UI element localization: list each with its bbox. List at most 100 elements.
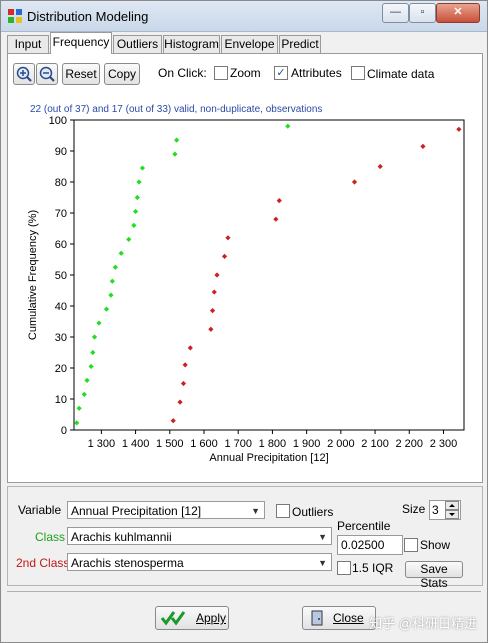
watermark-text: 知乎 @科研日精进 [369, 616, 477, 631]
show-checkbox[interactable] [404, 538, 418, 552]
percentile-value: 0.02500 [341, 538, 385, 552]
class-label: Class [35, 530, 66, 544]
climate-data-label: Climate data [367, 67, 435, 81]
y-tick-label: 40 [55, 301, 67, 313]
data-point-series-1 [134, 194, 140, 201]
size-stepper[interactable]: 3 [429, 500, 461, 520]
copy-button[interactable]: Copy [104, 63, 140, 85]
size-label: Size [402, 502, 426, 516]
data-point-series-2 [225, 235, 231, 241]
data-point-series-1 [112, 264, 118, 270]
plot-area [73, 119, 465, 431]
y-tick-label: 60 [55, 239, 67, 251]
double-check-icon [161, 611, 186, 626]
chevron-down-icon: ▼ [251, 506, 260, 516]
data-point-series-1 [109, 278, 115, 284]
tab-histogram[interactable]: Histogram [163, 35, 220, 53]
close-button[interactable]: Close [302, 606, 376, 630]
iqr-checkbox[interactable] [337, 561, 351, 575]
window-title: Distribution Modeling [27, 9, 149, 24]
iqr-label: 1.5 IQR [352, 561, 394, 575]
tab-envelope[interactable]: Envelope [221, 35, 278, 53]
data-point-series-2 [273, 216, 279, 222]
data-point-series-1 [285, 123, 291, 129]
variable-value: Annual Precipitation [12] [71, 504, 202, 518]
data-point-series-1 [136, 179, 142, 185]
variable-label: Variable [18, 503, 62, 517]
tab-input[interactable]: Input [7, 35, 49, 53]
x-tick-label: 1 700 [224, 438, 252, 450]
class-value: Arachis kuhlmannii [71, 530, 172, 544]
zoom-out-button[interactable] [36, 63, 58, 85]
reset-button[interactable]: Reset [62, 63, 100, 85]
y-tick-label: 80 [55, 177, 67, 189]
spin-arrows-icon[interactable] [445, 501, 459, 519]
observations-status: 22 (out of 37) and 17 (out of 33) valid,… [30, 104, 323, 115]
data-point-series-2 [182, 362, 188, 368]
save-stats-button[interactable]: Save Stats [405, 561, 463, 590]
y-tick-label: 0 [61, 425, 67, 437]
climate-data-checkbox[interactable] [351, 66, 365, 80]
title-bar: Distribution Modeling — ▫ ✕ [1, 1, 487, 32]
y-tick-label: 100 [49, 115, 67, 127]
data-point-series-2 [351, 179, 358, 185]
data-point-series-1 [132, 208, 139, 215]
data-point-series-2 [276, 198, 282, 204]
data-point-series-1 [139, 165, 146, 171]
second-class-label: 2nd Class [16, 556, 70, 570]
data-point-series-1 [74, 420, 80, 426]
data-point-series-1 [81, 391, 87, 397]
data-point-series-1 [88, 363, 94, 370]
percentile-label: Percentile [337, 519, 391, 533]
data-point-series-2 [170, 418, 176, 424]
data-point-series-1 [84, 377, 90, 383]
tab-outliers[interactable]: Outliers [113, 35, 162, 53]
data-point-series-1 [131, 222, 137, 228]
data-point-series-1 [172, 151, 178, 157]
x-tick-label: 1 600 [190, 438, 218, 450]
y-tick-label: 70 [55, 208, 67, 220]
data-point-series-1 [174, 137, 180, 143]
apply-button[interactable]: Apply [155, 606, 229, 630]
app-icon [8, 9, 22, 23]
chevron-down-icon: ▼ [318, 558, 327, 568]
second-class-value: Arachis stenosperma [71, 556, 184, 570]
zoom-in-icon [16, 66, 32, 82]
variable-select[interactable]: Annual Precipitation [12] ▼ [67, 501, 265, 519]
second-class-select[interactable]: Arachis stenosperma ▼ [67, 553, 332, 571]
tab-frequency[interactable]: Frequency [50, 32, 112, 54]
footer-divider [7, 591, 481, 592]
outliers-label: Outliers [292, 505, 334, 519]
maximize-button[interactable]: ▫ [409, 3, 436, 23]
x-axis-label: Annual Precipitation [12] [209, 452, 328, 464]
data-point-series-2 [187, 345, 193, 351]
data-point-series-2 [208, 326, 214, 332]
data-point-series-2 [377, 163, 383, 170]
percentile-input[interactable]: 0.02500 [337, 535, 403, 555]
close-window-button[interactable]: ✕ [436, 3, 480, 23]
data-point-series-1 [126, 236, 132, 242]
size-value: 3 [432, 503, 439, 517]
zoom-checkbox[interactable] [214, 66, 228, 80]
data-point-series-1 [96, 320, 102, 326]
class-select[interactable]: Arachis kuhlmannii ▼ [67, 527, 332, 545]
settings-group: Variable Annual Precipitation [12] ▼ Outl… [7, 486, 483, 590]
zoom-label: Zoom [230, 66, 261, 80]
x-tick-label: 2 100 [361, 438, 389, 450]
attributes-checkbox[interactable]: ✓ [274, 66, 288, 80]
y-tick-label: 90 [55, 146, 67, 158]
close-label: Close [333, 611, 364, 625]
zoom-in-button[interactable] [13, 63, 35, 85]
tab-predict[interactable]: Predict [279, 35, 321, 53]
data-point-series-1 [91, 334, 98, 340]
x-tick-label: 1 400 [122, 438, 150, 450]
apply-label: Apply [196, 611, 227, 625]
data-point-series-2 [420, 143, 426, 149]
data-point-series-1 [90, 349, 96, 356]
outliers-checkbox[interactable] [276, 504, 290, 518]
x-tick-label: 1 300 [88, 438, 116, 450]
minimize-button[interactable]: — [382, 3, 409, 23]
x-tick-label: 1 500 [156, 438, 184, 450]
x-tick-label: 2 300 [430, 438, 458, 450]
